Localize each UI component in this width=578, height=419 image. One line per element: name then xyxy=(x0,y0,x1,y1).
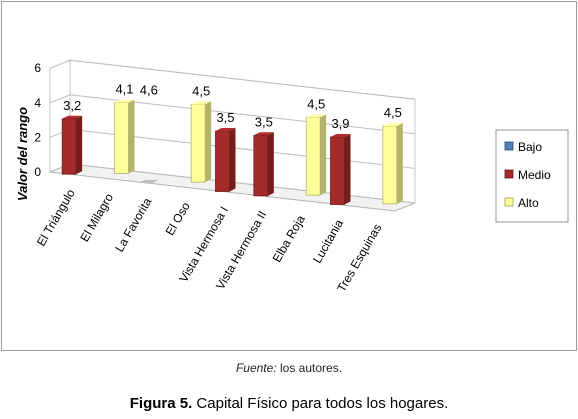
legend-label: Bajo xyxy=(518,140,542,154)
bar-empty xyxy=(138,179,159,183)
figure-caption: Figura 5. Capital Físico para todos los … xyxy=(0,395,578,412)
value-labels: 3,2 4,1 4,6 4,5 3,5 3,5 4,5 3,9 4,5 xyxy=(63,82,402,131)
value-label: 3,2 xyxy=(63,98,81,113)
caption-text: Capital Físico para todos los hogares. xyxy=(192,395,449,412)
y-tick-label: 6 xyxy=(34,61,41,75)
value-label: 4,5 xyxy=(307,96,325,111)
value-label: 3,5 xyxy=(255,114,273,129)
value-label: 4,5 xyxy=(192,83,210,98)
bar xyxy=(190,101,212,183)
bar xyxy=(253,132,274,197)
y-axis-label: Valor del rango xyxy=(15,107,30,201)
caption-label: Figura 5. xyxy=(129,395,193,412)
chart-frame: 0 2 4 6 3,2 4,1 4,6 4,5 3,5 3,5 4,5 3,9 4,5 El Triá… xyxy=(1,1,577,351)
x-tick-label: El Milagro xyxy=(77,191,116,244)
x-tick-label: La Favorita xyxy=(112,195,154,254)
bar xyxy=(305,114,327,196)
bar xyxy=(215,127,236,192)
bar xyxy=(382,122,403,205)
legend-entry: Bajo xyxy=(504,140,542,154)
legend-label: Medio xyxy=(518,168,551,182)
value-label: 4,1 xyxy=(115,82,133,97)
value-label: 4,6 xyxy=(140,82,158,97)
source-text: los autores. xyxy=(276,361,343,375)
gridline xyxy=(49,94,416,135)
y-axis: 0 2 4 6 xyxy=(34,59,416,204)
chart-plot: 0 2 4 6 3,2 4,1 4,6 4,5 3,5 3,5 4,5 3,9 4,5 El Triá… xyxy=(15,59,569,294)
legend-label: Alto xyxy=(518,196,539,210)
y-tick-label: 4 xyxy=(34,96,41,110)
y-tick-label: 0 xyxy=(34,165,41,179)
y-tick-label: 2 xyxy=(34,130,41,144)
legend-swatch xyxy=(504,197,514,207)
bar xyxy=(61,115,83,175)
x-tick-label: Lucitania xyxy=(310,217,346,266)
value-label: 3,9 xyxy=(331,116,349,131)
legend-entry: Alto xyxy=(504,196,539,210)
legend-entry: Medio xyxy=(504,168,551,182)
x-tick-label: Tres Esquinas xyxy=(334,221,384,294)
source-label: Fuente: xyxy=(235,361,277,375)
value-label: 4,5 xyxy=(384,105,402,120)
legend: Bajo Medio Alto xyxy=(495,129,569,223)
legend-swatch xyxy=(504,141,514,151)
bars xyxy=(61,99,403,205)
bar xyxy=(330,134,351,205)
value-label: 3,5 xyxy=(216,110,234,125)
x-tick-label: Elba Roja xyxy=(270,212,308,264)
gridline xyxy=(49,59,416,100)
x-tick-label: El Oso xyxy=(163,199,193,237)
figure-source: Fuente: los autores. xyxy=(0,361,578,375)
bar xyxy=(114,99,135,174)
x-tick-label: El Triángulo xyxy=(34,186,78,248)
legend-swatch xyxy=(504,169,514,179)
